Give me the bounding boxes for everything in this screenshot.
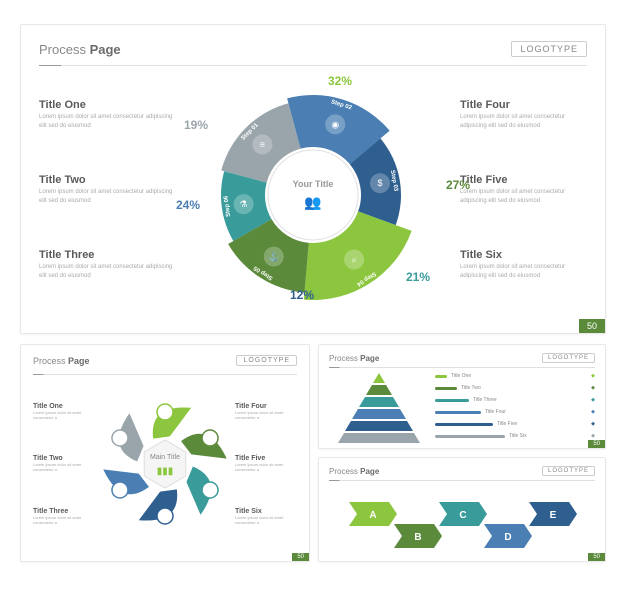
page-number: 50 [579,319,605,333]
percent-label: 19% [184,118,208,132]
percent-label: 32% [328,74,352,88]
option-icon [157,404,173,420]
pyramid-row: Title Four◆ [435,407,595,417]
item-title: Title One [39,99,174,111]
page-number: 50 [588,440,605,448]
percent-label: 24% [176,198,200,212]
list-item: Title Five Lorem ipsum dolor sit amet con… [460,174,587,205]
row-icon: ◆ [591,373,595,379]
pyramid-row: Title Six◆ [435,431,595,441]
item-desc: Lorem ipsum dolor sit amet consectetur a… [39,188,174,205]
item-desc: Lorem ipsum dolor sit amet consectetur a… [39,113,174,130]
users-icon: 👥 [304,194,321,211]
page-title: Process Page [329,467,379,476]
item-desc: Lorem ipsum dolor sit amet consectetur a… [460,188,587,205]
pyramid-row: Title Five◆ [435,419,595,429]
page-title: Process Page [329,354,379,363]
pyramid-slide: Process Page LOGOTYPE Title One◆ Title Tw… [318,344,606,449]
svg-text:⚓: ⚓ [268,250,279,261]
pyramid-layer [338,433,420,443]
svg-text:B: B [414,532,421,543]
pyramid-layer [352,409,406,419]
svg-text:A: A [369,510,376,521]
slide-header: Process Page LOGOTYPE [39,41,587,57]
svg-text:⚗: ⚗ [240,199,248,209]
list-item: Title Six Lorem ipsum dolor sit amet cons… [460,249,587,280]
pyramid-layer [366,385,392,395]
option-icon [202,482,218,498]
row-icon: ◆ [591,385,595,391]
pyramid-layer [373,373,385,383]
list-item: Title OneLorem ipsum dolor sit amet cons… [33,403,95,420]
main-slide: Process Page LOGOTYPE Title One Lorem ips… [20,24,606,334]
page-number: 50 [292,553,309,561]
page-title: Process Page [39,42,121,57]
item-title: Title Two [39,174,174,186]
list-item: Title TwoLorem ipsum dolor sit amet cons… [33,455,95,472]
swirl-center-title: Main Title [150,454,180,461]
swirl-slide: Process Page LOGOTYPE Title OneLorem ips… [20,344,310,562]
pyramid-chart: Title One◆ Title Two◆ Title Three◆ Title Fo… [329,371,595,447]
page-number: 50 [588,553,605,561]
row-icon: ◆ [591,409,595,415]
svg-text:≡: ≡ [260,139,265,149]
item-desc: Lorem ipsum dolor sit amet consectetur a… [460,263,587,280]
chart-center-title: Your Title [293,179,334,189]
list-item: Title Three Lorem ipsum dolor sit amet co… [39,249,174,280]
percent-label: 12% [290,288,314,302]
list-item: Title Two Lorem ipsum dolor sit amet cons… [39,174,174,205]
right-column: Title Four Lorem ipsum dolor sit amet con… [452,70,587,315]
donut-chart: Step 01≡Step 02◉Step 03$Step 04⌕Step 05⚓… [174,70,452,315]
left-column: Title OneLorem ipsum dolor sit amet cons… [33,379,95,549]
option-icon [202,430,218,446]
list-item: Title SixLorem ipsum dolor sit amet cons… [235,508,297,525]
pyramid-row: Title One◆ [435,371,595,381]
ribbon-slide: Process Page LOGOTYPE A B C D E 50 [318,457,606,562]
right-column: Title FourLorem ipsum dolor sit amet con… [235,379,297,549]
svg-text:D: D [504,532,511,543]
item-title: Title Five [460,174,587,186]
logotype: LOGOTYPE [542,353,595,363]
list-item: Title One Lorem ipsum dolor sit amet cons… [39,99,174,130]
svg-text:⌕: ⌕ [352,254,357,264]
title-word: Page [90,42,121,57]
option-icon [112,482,128,498]
percent-label: 27% [446,178,470,192]
option-icon [112,430,128,446]
ribbon-chart: A B C D E [329,484,595,564]
svg-text:C: C [459,510,466,521]
list-item: Title FourLorem ipsum dolor sit amet con… [235,403,297,420]
swirl-chart: Main Title ▮▮▮ [95,379,235,549]
logotype: LOGOTYPE [542,466,595,476]
svg-text:E: E [550,510,557,521]
pyramid-layer [359,397,399,407]
item-title: Title Four [460,99,587,111]
left-column: Title One Lorem ipsum dolor sit amet cons… [39,70,174,315]
list-item: Title Four Lorem ipsum dolor sit amet con… [460,99,587,130]
title-prefix: Process [39,42,86,57]
row-icon: ◆ [591,433,595,439]
svg-text:◉: ◉ [331,119,339,129]
header-rule [39,65,587,66]
pyramid-row: Title Two◆ [435,383,595,393]
svg-text:$: $ [377,178,382,188]
list-item: Title ThreeLorem ipsum dolor sit amet co… [33,508,95,525]
logotype: LOGOTYPE [511,41,587,57]
chart-icon: ▮▮▮ [157,466,174,477]
pyramid-row: Title Three◆ [435,395,595,405]
pyramid-layer [345,421,413,431]
item-title: Title Six [460,249,587,261]
item-title: Title Three [39,249,174,261]
page-title: Process Page [33,356,90,366]
option-icon [157,508,173,524]
list-item: Title FiveLorem ipsum dolor sit amet con… [235,455,297,472]
item-desc: Lorem ipsum dolor sit amet consectetur a… [460,113,587,130]
row-icon: ◆ [591,421,595,427]
percent-label: 21% [406,270,430,284]
row-icon: ◆ [591,397,595,403]
item-desc: Lorem ipsum dolor sit amet consectetur a… [39,263,174,280]
logotype: LOGOTYPE [236,355,297,366]
